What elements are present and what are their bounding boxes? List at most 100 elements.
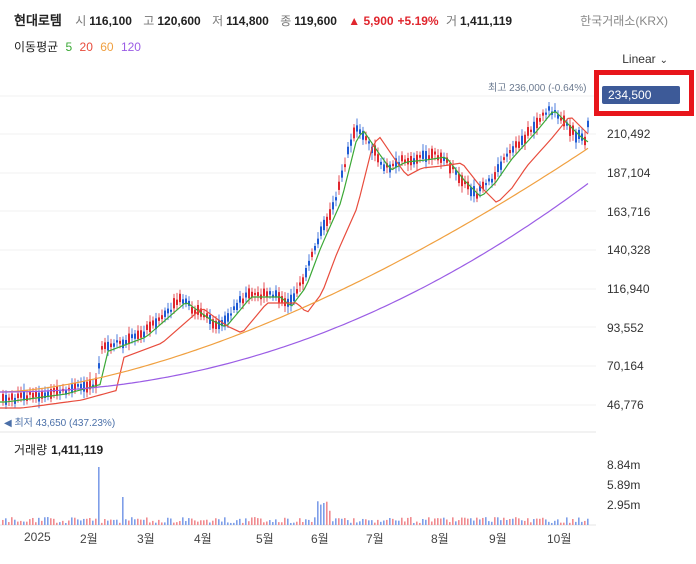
- candle-body: [506, 153, 508, 157]
- candle-body: [356, 125, 358, 132]
- candle-body: [545, 112, 547, 115]
- time-tick: 10월: [547, 532, 572, 546]
- candle-body: [188, 300, 190, 306]
- volume-bar: [284, 517, 286, 525]
- volume-bar: [335, 518, 337, 525]
- volume-bar: [209, 522, 211, 525]
- open-price: 116,100: [89, 14, 132, 28]
- candle-body: [296, 289, 298, 294]
- volume-bar: [437, 518, 439, 525]
- volume-bar: [455, 521, 457, 525]
- candle-body: [476, 193, 478, 199]
- candle-body: [35, 390, 37, 397]
- candle-body: [536, 117, 538, 129]
- candle-body: [17, 393, 19, 399]
- candle-body: [329, 209, 331, 220]
- volume-bar: [239, 518, 241, 525]
- volume-bar: [140, 519, 142, 525]
- candle-body: [410, 155, 412, 166]
- volume-bar: [128, 520, 130, 525]
- ma-120[interactable]: 120: [120, 40, 141, 54]
- candle-body: [569, 125, 571, 136]
- volume-bar: [419, 522, 421, 525]
- volume-bar: [275, 519, 277, 525]
- candle-body: [149, 321, 151, 332]
- volume-bar: [89, 518, 91, 525]
- volume-bar: [35, 522, 37, 525]
- price-tick: 93,552: [607, 321, 644, 335]
- candle-body: [575, 131, 577, 143]
- volume-bar: [566, 517, 568, 525]
- candle-body: [446, 157, 448, 163]
- scale-selector[interactable]: Linear ⌄: [622, 52, 668, 66]
- candle-body: [377, 154, 379, 163]
- volume-bar: [131, 517, 133, 525]
- ma-5[interactable]: 5: [65, 40, 73, 54]
- volume-bar: [344, 518, 346, 525]
- volume-bar: [293, 522, 295, 525]
- volume-bar: [524, 520, 526, 525]
- volume-bar: [170, 518, 172, 525]
- volume-bar: [245, 518, 247, 525]
- volume-bar: [155, 522, 157, 525]
- candle-body: [284, 298, 286, 307]
- candle-body: [374, 145, 376, 156]
- candle-body: [416, 154, 418, 164]
- candle-body: [323, 219, 325, 231]
- volume-tick: 8.84m: [607, 458, 641, 472]
- candle-body: [539, 118, 541, 122]
- candle-body: [443, 157, 445, 161]
- volume-bar: [233, 522, 235, 525]
- ma-20[interactable]: 20: [79, 40, 93, 54]
- volume-bar: [569, 522, 571, 525]
- candle-body: [47, 391, 49, 397]
- candle-body: [143, 331, 145, 338]
- volume-bar: [545, 519, 547, 525]
- ma120-line: [0, 183, 589, 393]
- candle-body: [227, 313, 229, 322]
- lowest-price-annotation: ◀ 최저 43,650 (437.23%): [4, 418, 116, 429]
- volume-bar: [95, 518, 97, 525]
- volume-bar: [215, 518, 217, 525]
- candle-body: [512, 146, 514, 153]
- ma60-line: [0, 147, 589, 393]
- candle-body: [425, 151, 427, 162]
- candle-body: [542, 112, 544, 116]
- candle-body: [383, 164, 385, 171]
- candle-body: [203, 314, 205, 318]
- candle-body: [338, 181, 340, 190]
- candle-body: [548, 106, 550, 111]
- candle-body: [272, 294, 274, 298]
- candle-body: [503, 157, 505, 160]
- candle-body: [311, 251, 313, 258]
- candle-body: [173, 298, 175, 309]
- volume-bar: [17, 521, 19, 525]
- volume-bar: [8, 522, 10, 525]
- ma-60[interactable]: 60: [100, 40, 114, 54]
- volume-bar: [479, 519, 481, 525]
- candle-body: [74, 382, 76, 391]
- volume-bar: [92, 520, 94, 525]
- volume-bar: [62, 520, 64, 525]
- volume-bar: [542, 517, 544, 525]
- scale-selector-label: Linear: [622, 52, 656, 66]
- candle-body: [353, 127, 355, 139]
- volume-bar: [440, 518, 442, 525]
- candle-body: [110, 343, 112, 348]
- candle-body: [59, 391, 61, 394]
- volume-bar: [23, 521, 25, 525]
- volume-bar: [287, 518, 289, 525]
- candle-body: [218, 319, 220, 330]
- candle-body: [164, 310, 166, 317]
- current-price-tag: 234,500: [602, 86, 680, 104]
- volume-bar: [5, 518, 7, 525]
- candle-body: [215, 320, 217, 329]
- volume-bar: [494, 517, 496, 525]
- volume-bar: [551, 522, 553, 525]
- candle-body: [131, 334, 133, 339]
- candle-body: [479, 184, 481, 192]
- candle-body: [554, 110, 556, 113]
- volume-bar: [248, 521, 250, 525]
- volume-panel-label: 거래량: [14, 443, 48, 457]
